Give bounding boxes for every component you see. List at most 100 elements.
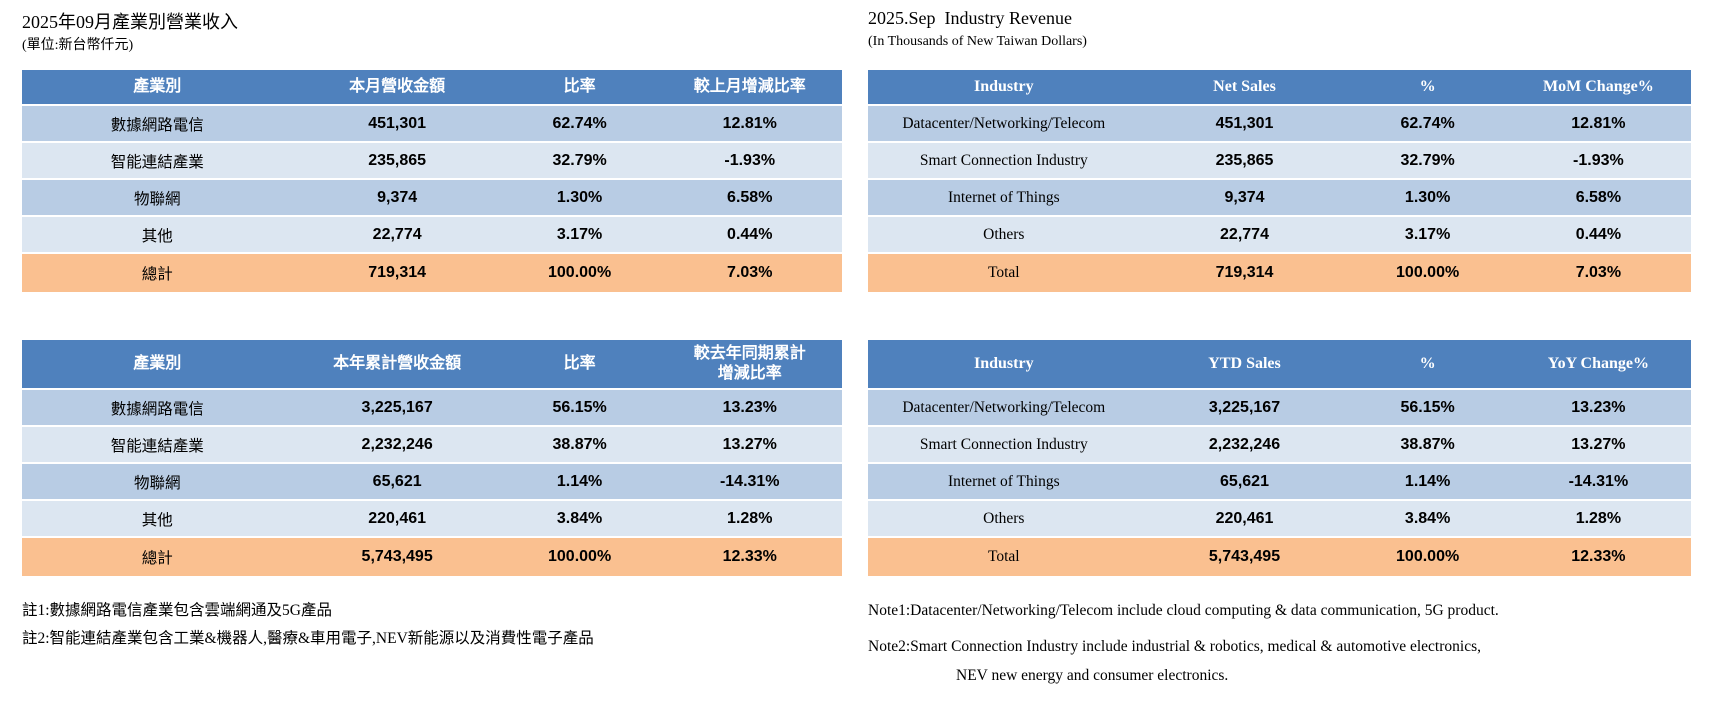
- percent-cell: 62.74%: [1400, 114, 1455, 132]
- mom-change-cell: 6.58%: [1575, 188, 1622, 206]
- chinese-report-column: 2025年09月產業別營業收入 (單位:新台幣仟元) 產業別 本月營收金額 比率…: [22, 0, 842, 704]
- ytd-sales-cell: 220,461: [1215, 509, 1274, 527]
- table-header-row: 產業別 本月營收金額 比率 較上月增減比率: [22, 70, 842, 104]
- mom-change-cell: 12.81%: [722, 114, 777, 132]
- industry-cell: 物聯網: [134, 190, 181, 208]
- total-mom-change-cell: 7.03%: [727, 264, 773, 281]
- net-sales-cell: 451,301: [1215, 114, 1274, 132]
- total-yoy-change-cell: 12.33%: [1571, 548, 1626, 565]
- english-report-column: 2025.Sep Industry Revenue (In Thousands …: [868, 0, 1691, 704]
- percent-cell: 1.30%: [556, 188, 603, 206]
- percent-cell: 32.79%: [1400, 151, 1455, 169]
- table-row: Internet of Things 65,621 1.14% -14.31%: [868, 464, 1691, 499]
- table-total-row: 總計 5,743,495 100.00% 12.33%: [22, 538, 842, 576]
- table-row: 數據網路電信 3,225,167 56.15% 13.23%: [22, 390, 842, 425]
- yoy-change-cell: -14.31%: [719, 472, 780, 490]
- footnote-1-en: Note1:Datacenter/Networking/Telecom incl…: [868, 602, 1499, 619]
- column-header-percent: %: [1419, 355, 1436, 372]
- column-header-mom-change: MoM Change%: [1543, 78, 1654, 95]
- column-header-net-sales: 本月營收金額: [349, 78, 446, 95]
- yoy-change-cell: 13.27%: [722, 435, 777, 453]
- table-header-row: 產業別 本年累計營收金額 比率 較去年同期累計 增減比率: [22, 340, 842, 388]
- table-row: Internet of Things 9,374 1.30% 6.58%: [868, 180, 1691, 215]
- yoy-change-cell: 13.23%: [1571, 398, 1626, 416]
- table-row: Others 220,461 3.84% 1.28%: [868, 501, 1691, 536]
- industry-cell: Smart Connection Industry: [919, 151, 1088, 169]
- percent-cell: 32.79%: [552, 151, 607, 169]
- ytd-sales-cell: 3,225,167: [1208, 398, 1281, 416]
- industry-cell: Internet of Things: [947, 188, 1060, 206]
- table-row: Datacenter/Networking/Telecom 451,301 62…: [868, 106, 1691, 141]
- column-header-net-sales: Net Sales: [1213, 78, 1276, 95]
- industry-cell: Datacenter/Networking/Telecom: [902, 114, 1106, 132]
- en-ytd-revenue-table: Industry YTD Sales % YoY Change% Datacen…: [868, 340, 1691, 576]
- industry-cell: Others: [983, 225, 1025, 243]
- total-label-cell: Total: [987, 548, 1020, 565]
- table-row: Smart Connection Industry 2,232,246 38.8…: [868, 427, 1691, 462]
- net-sales-cell: 235,865: [1215, 151, 1274, 169]
- mom-change-cell: -1.93%: [1573, 151, 1624, 169]
- unit-note-zh: (單位:新台幣仟元): [22, 38, 134, 53]
- net-sales-cell: 22,774: [1220, 225, 1269, 243]
- table-header-row: Industry YTD Sales % YoY Change%: [868, 340, 1691, 388]
- mom-change-cell: -1.93%: [724, 151, 776, 169]
- ytd-sales-cell: 3,225,167: [361, 398, 433, 416]
- industry-cell: Others: [983, 509, 1025, 527]
- net-sales-cell: 235,865: [368, 151, 427, 169]
- percent-cell: 56.15%: [1400, 398, 1455, 416]
- percent-cell: 3.17%: [1404, 225, 1451, 243]
- industry-cell: 其他: [141, 227, 173, 245]
- column-header-ytd-sales: YTD Sales: [1208, 355, 1281, 372]
- total-mom-change-cell: 7.03%: [1575, 264, 1622, 281]
- table-row: 物聯網 9,374 1.30% 6.58%: [22, 180, 842, 215]
- footnote-2-zh: 註2:智能連結產業包含工業&機器人,醫療&車用電子,NEV新能源以及消費性電子產…: [22, 630, 594, 648]
- percent-cell: 3.84%: [1404, 509, 1451, 527]
- percent-cell: 38.87%: [552, 435, 607, 453]
- table-row: 其他 22,774 3.17% 0.44%: [22, 217, 842, 252]
- column-header-yoy-change: YoY Change%: [1547, 355, 1649, 372]
- mom-change-cell: 6.58%: [727, 188, 773, 206]
- table-total-row: Total 719,314 100.00% 7.03%: [868, 254, 1691, 292]
- ytd-sales-cell: 2,232,246: [361, 435, 433, 453]
- percent-cell: 3.84%: [556, 509, 603, 527]
- mom-change-cell: 12.81%: [1571, 114, 1626, 132]
- column-header-industry: Industry: [974, 355, 1034, 372]
- industry-cell: 智能連結產業: [110, 153, 204, 171]
- zh-ytd-revenue-table: 產業別 本年累計營收金額 比率 較去年同期累計 增減比率 數據網路電信 3,22…: [22, 340, 842, 576]
- table-total-row: 總計 719,314 100.00% 7.03%: [22, 254, 842, 292]
- column-header-industry: 產業別: [133, 355, 182, 372]
- industry-cell: 其他: [141, 511, 173, 529]
- zh-monthly-revenue-table: 產業別 本月營收金額 比率 較上月增減比率 數據網路電信 451,301 62.…: [22, 70, 842, 292]
- ytd-sales-cell: 65,621: [1220, 472, 1269, 490]
- table-row: 物聯網 65,621 1.14% -14.31%: [22, 464, 842, 499]
- total-ytd-sales-cell: 5,743,495: [1208, 548, 1281, 565]
- yoy-change-cell: 13.23%: [722, 398, 777, 416]
- percent-cell: 3.17%: [556, 225, 603, 243]
- table-row: Others 22,774 3.17% 0.44%: [868, 217, 1691, 252]
- total-yoy-change-cell: 12.33%: [722, 548, 777, 565]
- industry-cell: 物聯網: [134, 474, 181, 492]
- mom-change-cell: 0.44%: [1575, 225, 1622, 243]
- percent-cell: 38.87%: [1400, 435, 1455, 453]
- total-percent-cell: 100.00%: [1396, 548, 1460, 565]
- table-row: Datacenter/Networking/Telecom 3,225,167 …: [868, 390, 1691, 425]
- footnote-2-en-line1: Note2:Smart Connection Industry include …: [868, 638, 1481, 656]
- net-sales-cell: 22,774: [372, 225, 422, 243]
- ytd-sales-cell: 65,621: [372, 472, 422, 490]
- footnote-1-zh: 註1:數據網路電信產業包含雲端網通及5G產品: [22, 602, 333, 619]
- mom-change-cell: 0.44%: [727, 225, 773, 243]
- percent-cell: 1.14%: [556, 472, 603, 490]
- industry-cell: 數據網路電信: [110, 116, 204, 134]
- column-header-percent: 比率: [563, 355, 596, 372]
- percent-cell: 62.74%: [552, 114, 607, 132]
- industry-cell: Datacenter/Networking/Telecom: [902, 398, 1106, 416]
- column-header-ytd-sales: 本年累計營收金額: [333, 355, 462, 372]
- total-net-sales-cell: 719,314: [368, 264, 427, 281]
- column-header-percent: 比率: [563, 78, 596, 95]
- net-sales-cell: 451,301: [368, 114, 427, 132]
- footnote-2-en-line2: NEV new energy and consumer electronics.: [956, 666, 1229, 684]
- column-header-yoy-change: 較去年同期累計 增減比率: [693, 345, 806, 382]
- total-net-sales-cell: 719,314: [1215, 264, 1274, 281]
- total-percent-cell: 100.00%: [548, 264, 612, 281]
- column-header-mom-change: 較上月增減比率: [693, 78, 806, 95]
